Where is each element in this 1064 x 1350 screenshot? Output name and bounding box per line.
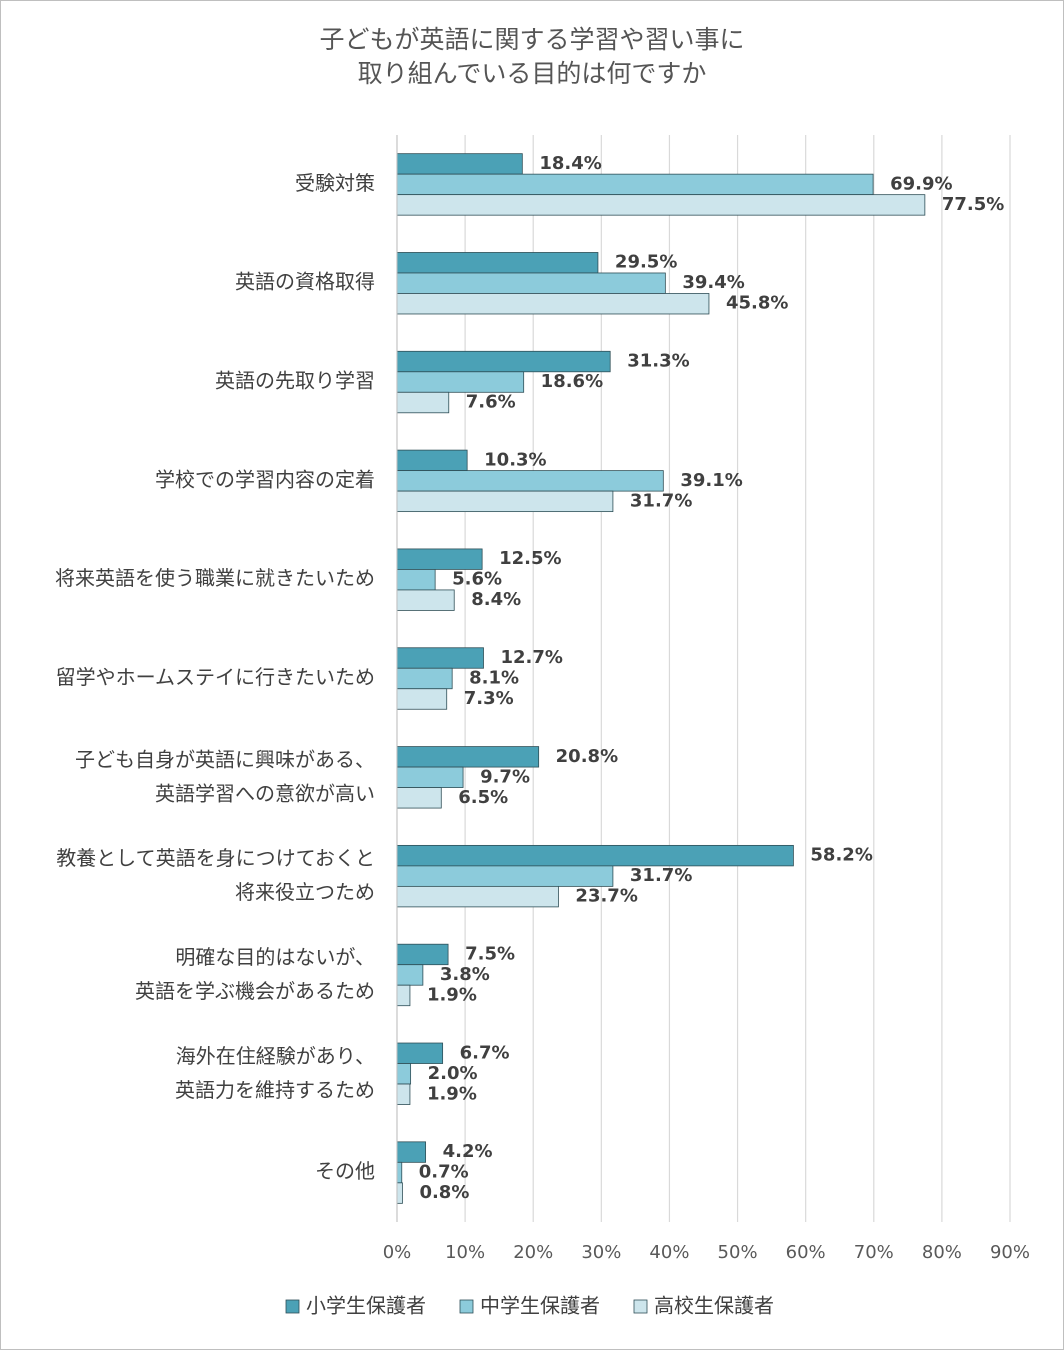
y-tick-label: 英語の先取り学習 <box>215 369 375 393</box>
value-label: 7.6% <box>466 392 516 413</box>
x-tick-label: 60% <box>786 1242 826 1263</box>
y-tick-label: 受験対策 <box>295 171 375 195</box>
bar <box>396 173 874 196</box>
legend-swatch <box>633 1299 648 1314</box>
bar <box>396 1182 403 1204</box>
legend-label: 小学生保護者 <box>306 1294 426 1318</box>
value-label: 18.4% <box>539 153 601 174</box>
bar <box>396 647 484 669</box>
bar <box>396 688 448 710</box>
bar <box>396 391 450 414</box>
bar <box>396 490 614 513</box>
bar <box>396 350 611 373</box>
value-label: 1.9% <box>427 1083 477 1104</box>
bar <box>396 1063 412 1085</box>
y-tick-label: 英語の資格取得 <box>235 270 375 294</box>
bar <box>396 449 468 472</box>
legend-label: 中学生保護者 <box>480 1294 600 1318</box>
value-label: 8.1% <box>469 668 519 689</box>
value-label: 6.5% <box>458 787 508 808</box>
bar <box>396 746 540 768</box>
value-label: 39.1% <box>680 470 742 491</box>
value-label: 12.5% <box>499 548 561 569</box>
value-label: 2.0% <box>428 1063 478 1084</box>
value-label: 45.8% <box>726 293 788 314</box>
y-tick-label: その他 <box>315 1159 375 1183</box>
value-label: 4.2% <box>443 1141 493 1162</box>
bar <box>396 272 666 294</box>
legend-swatch <box>285 1299 300 1314</box>
value-label: 8.4% <box>471 589 521 610</box>
bar <box>396 153 523 175</box>
value-label: 3.8% <box>440 964 490 985</box>
bar <box>396 844 794 867</box>
chart-title: 子どもが英語に関する学習や習い事に取り組んでいる目的は何ですか <box>319 25 744 88</box>
bar <box>396 787 442 809</box>
x-tick-label: 30% <box>581 1242 621 1263</box>
value-label: 18.6% <box>541 371 603 392</box>
value-label: 31.3% <box>627 351 689 372</box>
y-tick-label: 留学やホームステイに行きたいため <box>56 665 375 689</box>
value-label: 1.9% <box>427 984 477 1005</box>
value-label: 69.9% <box>890 173 952 194</box>
x-tick-label: 10% <box>445 1242 485 1263</box>
value-label: 5.6% <box>452 569 502 590</box>
bar <box>396 293 710 315</box>
x-tick-label: 20% <box>513 1242 553 1263</box>
x-tick-label: 0% <box>383 1242 412 1263</box>
value-label: 39.4% <box>682 272 744 293</box>
bar <box>396 470 664 492</box>
value-label: 9.7% <box>480 766 530 787</box>
legend-swatch <box>459 1299 474 1314</box>
bar <box>396 1161 403 1184</box>
value-label: 6.7% <box>460 1042 510 1063</box>
x-tick-label: 50% <box>718 1242 758 1263</box>
value-label: 29.5% <box>615 252 677 273</box>
y-tick-label: 学校での学習内容の定着 <box>155 467 375 491</box>
y-tick-label: 将来英語を使う職業に就きたいため <box>55 566 375 590</box>
y-tick-label: 教養として英語を身につけておくと将来役立つため <box>56 846 375 904</box>
value-label: 10.3% <box>484 449 546 470</box>
x-tick-label: 70% <box>854 1242 894 1263</box>
bar <box>396 885 559 908</box>
value-label: 20.8% <box>556 746 618 767</box>
value-label: 23.7% <box>575 886 637 907</box>
bar <box>396 667 453 690</box>
value-label: 0.8% <box>419 1182 469 1203</box>
value-label: 12.7% <box>501 647 563 668</box>
bar <box>396 865 614 887</box>
x-tick-label: 90% <box>990 1242 1030 1263</box>
value-label: 0.7% <box>419 1162 469 1183</box>
y-tick-label: 海外在住経験があり、英語力を維持するため <box>175 1043 375 1101</box>
value-label: 7.3% <box>464 688 514 709</box>
y-tick-label: 子ども自身が英語に興味がある、英語学習への意欲が高い <box>75 747 375 805</box>
bar <box>396 194 926 216</box>
bar <box>396 569 436 591</box>
bar <box>396 371 525 393</box>
value-label: 7.5% <box>465 943 515 964</box>
bar <box>396 984 411 1007</box>
x-tick-label: 80% <box>922 1242 962 1263</box>
bar <box>396 1141 427 1163</box>
value-label: 31.7% <box>630 865 692 886</box>
bar <box>396 943 449 966</box>
bar <box>396 1042 444 1064</box>
value-label: 58.2% <box>810 845 872 866</box>
bar <box>396 589 455 611</box>
value-label: 77.5% <box>942 194 1004 215</box>
bar <box>396 548 483 570</box>
legend-label: 高校生保護者 <box>654 1294 774 1318</box>
bar <box>396 964 424 986</box>
bar <box>396 1083 411 1105</box>
y-tick-label: 明確な目的はないが、英語を学ぶ機会があるため <box>135 944 375 1002</box>
bar <box>396 766 464 788</box>
value-label: 31.7% <box>630 490 692 511</box>
bar <box>396 252 599 274</box>
x-tick-label: 40% <box>649 1242 689 1263</box>
